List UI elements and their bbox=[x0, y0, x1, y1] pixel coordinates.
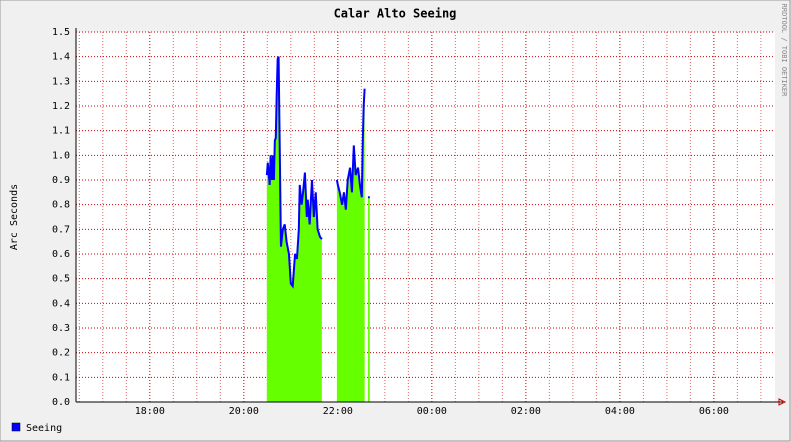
y-tick-label: 0.2 bbox=[52, 348, 70, 359]
y-tick-label: 1.3 bbox=[52, 76, 70, 87]
y-tick-label: 0.0 bbox=[52, 397, 70, 408]
y-tick-label: 0.3 bbox=[52, 323, 70, 334]
area bbox=[266, 56, 322, 403]
x-tick-label: 20:00 bbox=[229, 406, 259, 417]
x-axis-arrow bbox=[778, 398, 787, 406]
y-tick-label: 0.5 bbox=[52, 274, 70, 285]
y-tick-label: 0.7 bbox=[52, 224, 70, 235]
x-tick-label: 06:00 bbox=[699, 406, 729, 417]
y-tick-label: 1.0 bbox=[52, 150, 70, 161]
y-tick-label: 1.1 bbox=[52, 126, 70, 137]
y-tick-label: 1.5 bbox=[52, 27, 70, 38]
x-tick-label: 22:00 bbox=[323, 406, 353, 417]
legend-swatch bbox=[11, 422, 21, 432]
y-tick-label: 0.1 bbox=[52, 372, 70, 383]
x-tick-label: 02:00 bbox=[511, 406, 541, 417]
x-tick-label: 18:00 bbox=[135, 406, 165, 417]
line bbox=[265, 56, 323, 289]
x-tick-label: 00:00 bbox=[417, 406, 447, 417]
chart-title: Calar Alto Seeing bbox=[334, 7, 457, 21]
watermark: RRDTOOL / TOBI OETIKER bbox=[780, 4, 788, 98]
area bbox=[367, 197, 370, 402]
y-axis-label: Arc Seconds bbox=[9, 184, 20, 250]
plot-area bbox=[76, 32, 775, 402]
y-tick-label: 1.4 bbox=[52, 52, 70, 63]
legend-label: Seeing bbox=[26, 423, 62, 434]
y-tick-label: 0.9 bbox=[52, 175, 70, 186]
x-tick-label: 04:00 bbox=[605, 406, 635, 417]
area bbox=[336, 88, 365, 402]
y-tick-label: 0.8 bbox=[52, 200, 70, 211]
line bbox=[335, 88, 366, 210]
y-tick-label: 0.6 bbox=[52, 249, 70, 260]
y-tick-label: 1.2 bbox=[52, 101, 70, 112]
y-tick-label: 0.4 bbox=[52, 298, 70, 309]
